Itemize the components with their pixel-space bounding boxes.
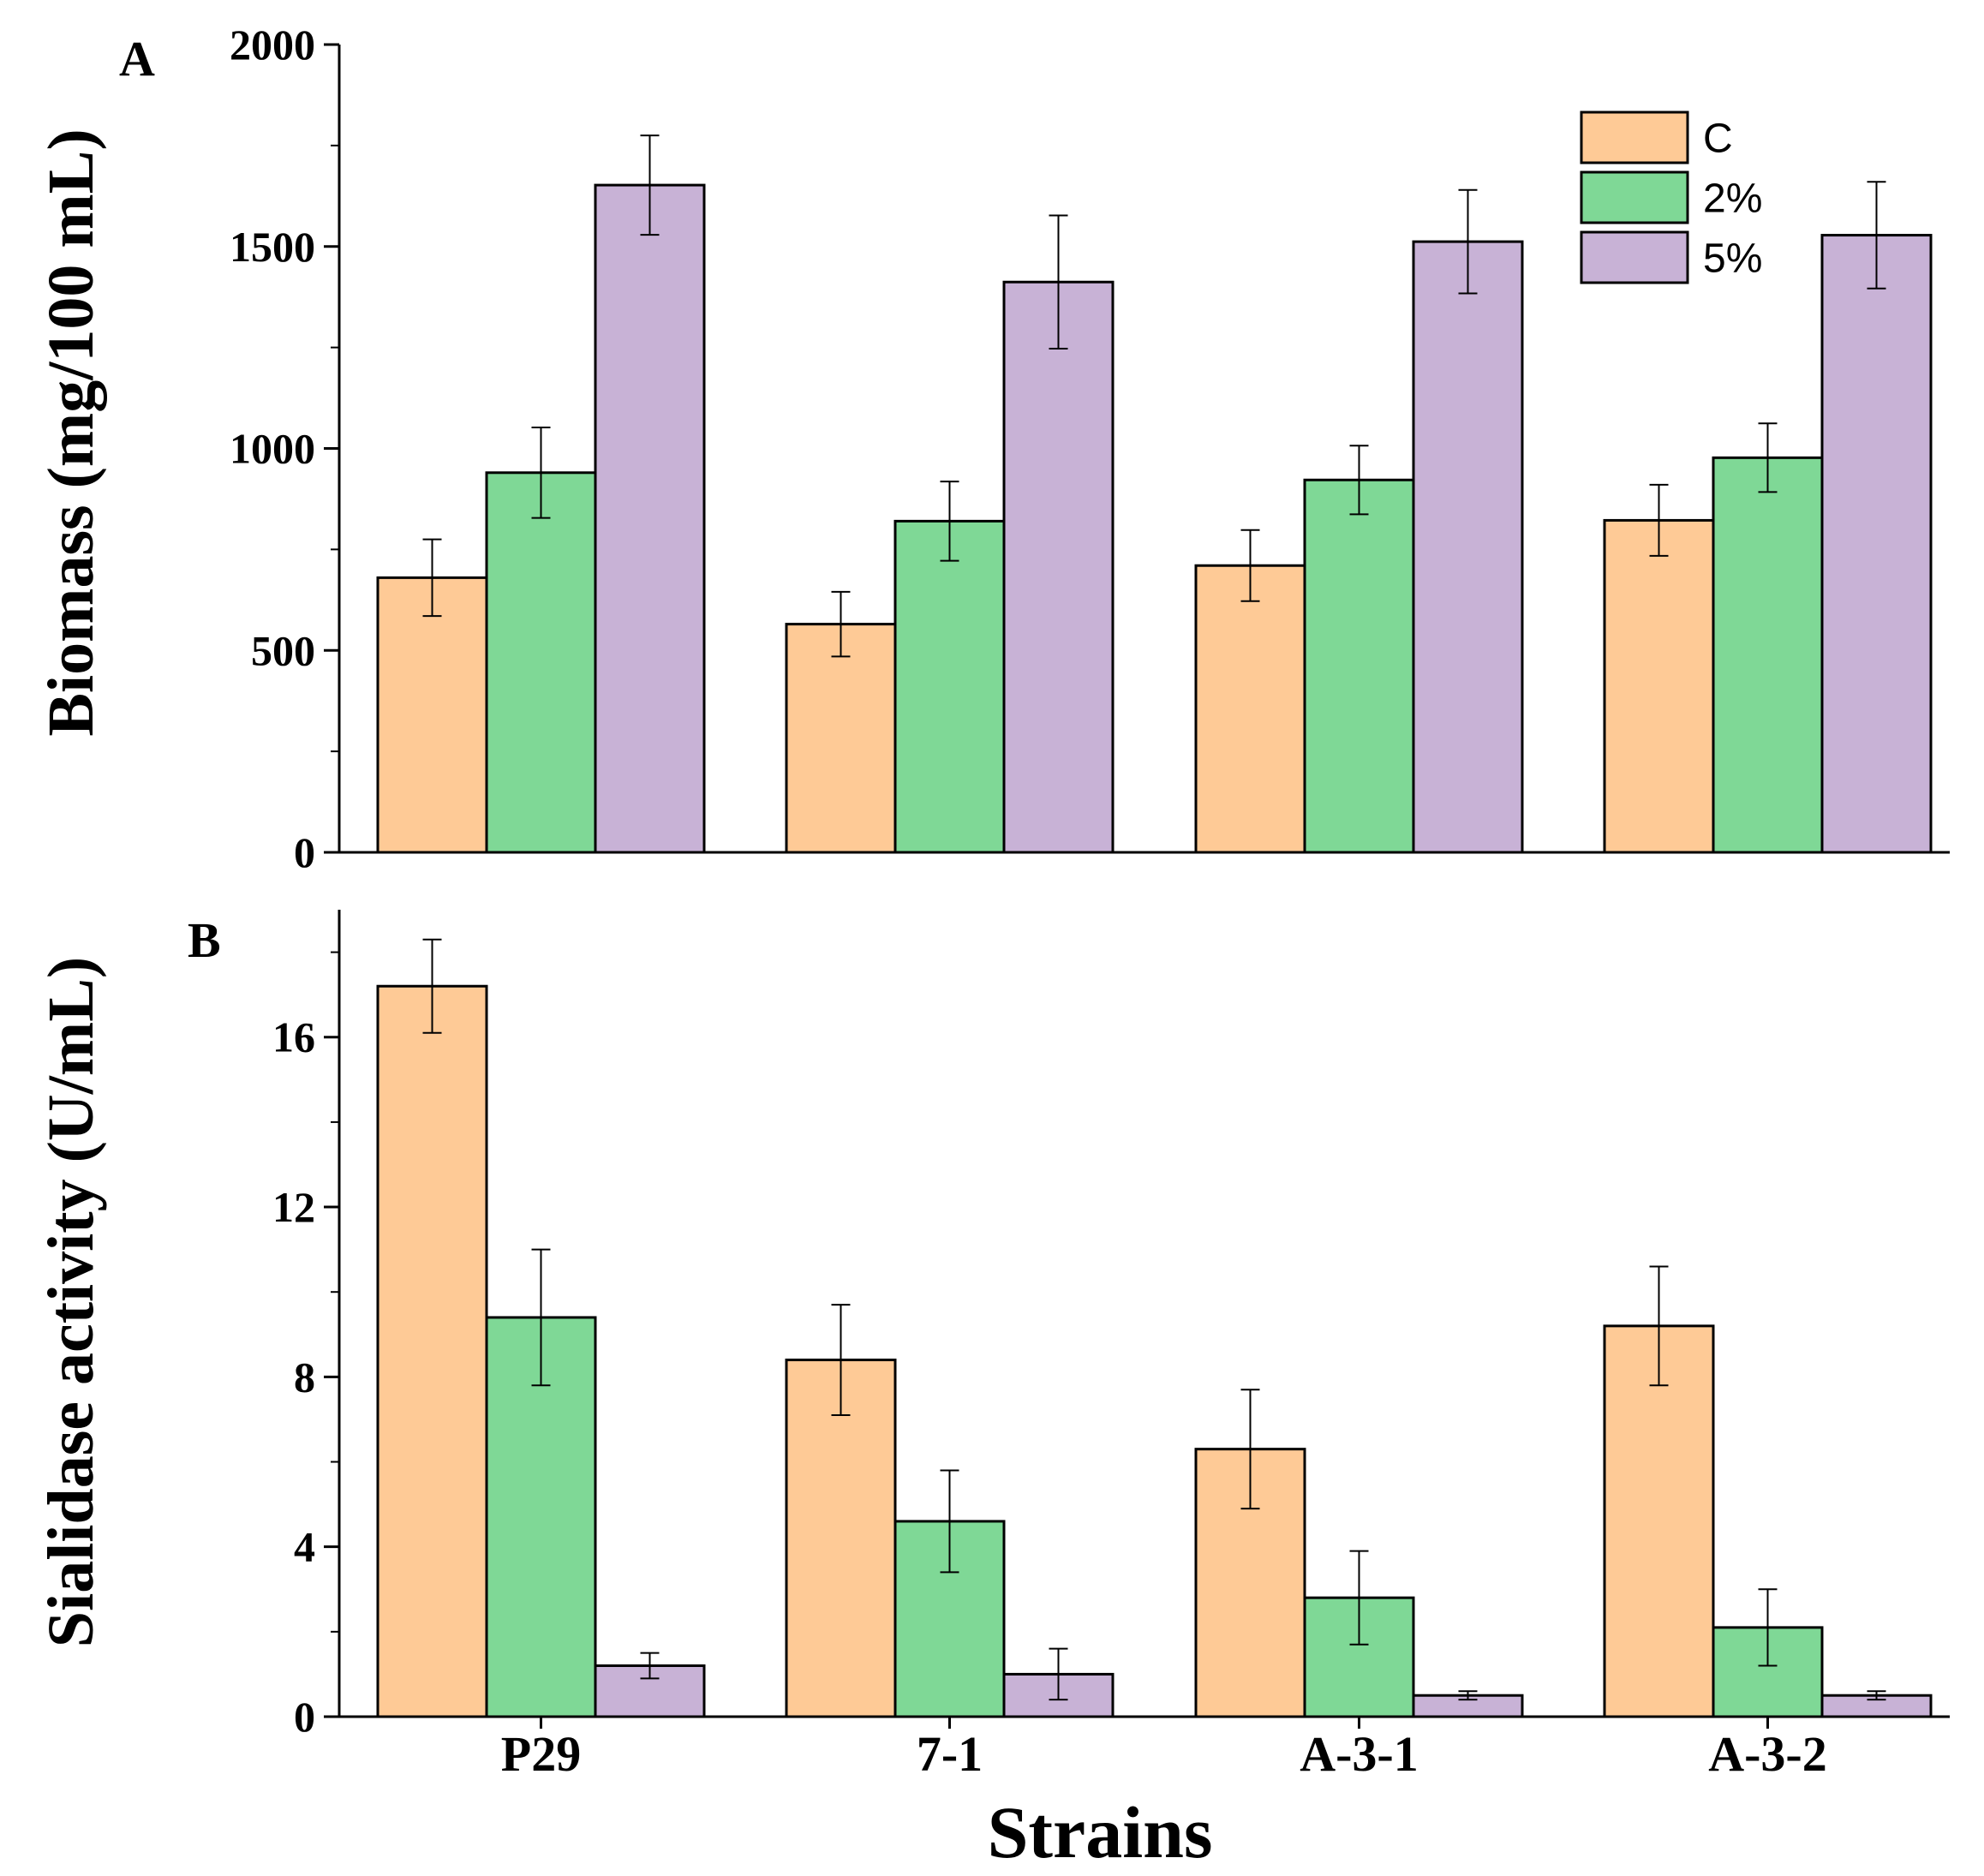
panel-b-error-bar-p29-c [422, 938, 442, 1034]
panel-a-biomass-chart: A Biomass (mg/100 mL) 0 500 1000 1500 2000 C… [35, 21, 1950, 876]
panel-a-error-bar-p29-2pct [531, 426, 551, 519]
panel-a-y-tick-label: 1000 [230, 425, 315, 473]
panel-a-y-tick-label: 1500 [230, 223, 315, 271]
panel-b-y-axis-title: Sialidase activity (U/mL) [35, 957, 107, 1647]
panel-b-sialidase-chart: B Sialidase activity (U/mL) 0 4 8 12 16 P29 7… [35, 910, 1950, 1873]
panel-b-error-bar-7-1-2pct [940, 1469, 959, 1574]
panel-a-error-bar-7-1-5pct [1049, 214, 1068, 350]
panel-a-error-bar-a-3-1-c [1240, 529, 1260, 602]
x-category-label-a-3-2: A-3-2 [1708, 1726, 1827, 1782]
legend-swatch-2pct [1580, 170, 1689, 224]
panel-a-bar-a-3-1-5pct [1412, 240, 1524, 854]
legend-label-c: C [1703, 117, 1733, 162]
panel-a-bar-a-3-2-5pct [1820, 234, 1933, 854]
panel-b-bar-p29-c [376, 984, 488, 1718]
panel-a-error-bars [422, 134, 1886, 658]
panel-a-error-bar-a-3-1-5pct [1458, 188, 1478, 295]
panel-b-error-bar-a-3-1-5pct [1458, 1690, 1478, 1701]
panel-b-error-bar-p29-5pct [640, 1652, 660, 1680]
panel-b-error-bar-a-3-1-2pct [1349, 1550, 1369, 1646]
panel-b-bar-7-1-c [785, 1359, 897, 1718]
panel-b-y-tick-label: 4 [294, 1523, 315, 1571]
panel-b-error-bar-a-3-2-c [1649, 1265, 1669, 1387]
panel-b-error-bar-a-3-2-5pct [1867, 1690, 1886, 1701]
panel-a-error-bar-7-1-c [831, 590, 851, 658]
x-category-label-7-1: 7-1 [917, 1726, 983, 1782]
panel-a-error-bar-p29-c [422, 538, 442, 618]
panel-a-error-bar-7-1-2pct [940, 481, 959, 562]
panel-a-bars [376, 183, 1933, 854]
panel-a-error-bar-p29-5pct [640, 134, 660, 236]
panel-a-error-bar-a-3-2-2pct [1758, 422, 1778, 493]
panel-a-bar-a-3-2-c [1603, 518, 1715, 854]
panel-a-error-bar-a-3-2-5pct [1867, 181, 1886, 290]
panel-a-bar-a-3-1-c [1194, 564, 1306, 854]
panel-b-error-bar-a-3-1-c [1240, 1389, 1260, 1510]
x-category-labels: P29 7-1 A-3-1 A-3-2 [501, 1726, 1827, 1782]
panel-a-bar-a-3-2-2pct [1712, 456, 1824, 854]
panel-a-bar-a-3-1-2pct [1303, 478, 1415, 854]
panel-b-label: B [188, 912, 221, 968]
x-category-label-p29: P29 [501, 1726, 581, 1782]
legend: C 2% 5% [1580, 111, 1762, 284]
panel-a-label: A [119, 31, 155, 87]
panel-a-y-axis-title: Biomass (mg/100 mL) [35, 128, 107, 736]
panel-b-error-bar-7-1-c [831, 1304, 851, 1416]
panel-b-error-bars [422, 938, 1886, 1701]
panel-a-bar-7-1-c [785, 623, 897, 854]
panel-b-y-tick-label: 8 [294, 1353, 315, 1401]
panel-a-bar-p29-2pct [485, 471, 597, 854]
panel-a-bar-p29-5pct [594, 183, 706, 854]
legend-label-2pct: 2% [1703, 176, 1762, 222]
panel-b-axes: 0 4 8 12 16 [272, 910, 1950, 1741]
panel-b-bars [376, 984, 1933, 1718]
panel-b-error-bar-a-3-2-2pct [1758, 1588, 1778, 1667]
legend-swatch-c [1580, 111, 1689, 164]
panel-a-y-tick-label: 500 [251, 626, 315, 674]
panel-a-axes: 0 500 1000 1500 2000 [230, 21, 1950, 876]
panel-a-bar-7-1-2pct [893, 519, 1006, 854]
x-category-label-a-3-1: A-3-1 [1300, 1726, 1419, 1782]
panel-b-y-tick-label: 16 [272, 1013, 315, 1061]
panel-a-bar-7-1-5pct [1002, 280, 1115, 854]
panel-a-y-tick-label: 2000 [230, 21, 315, 69]
panel-b-y-tick-label: 0 [294, 1693, 315, 1741]
panel-a-y-tick-label: 0 [294, 828, 315, 876]
legend-label-5pct: 5% [1703, 236, 1762, 282]
panel-b-error-bar-7-1-5pct [1049, 1647, 1068, 1701]
legend-swatch-5pct [1580, 230, 1689, 284]
panel-a-error-bar-a-3-1-2pct [1349, 445, 1369, 516]
x-axis-title: Strains [988, 1791, 1213, 1873]
panel-b-error-bar-p29-2pct [531, 1248, 551, 1387]
panel-b-y-tick-label: 12 [272, 1183, 315, 1231]
panel-a-error-bar-a-3-2-c [1649, 483, 1669, 557]
panel-a-bar-p29-c [376, 576, 488, 854]
